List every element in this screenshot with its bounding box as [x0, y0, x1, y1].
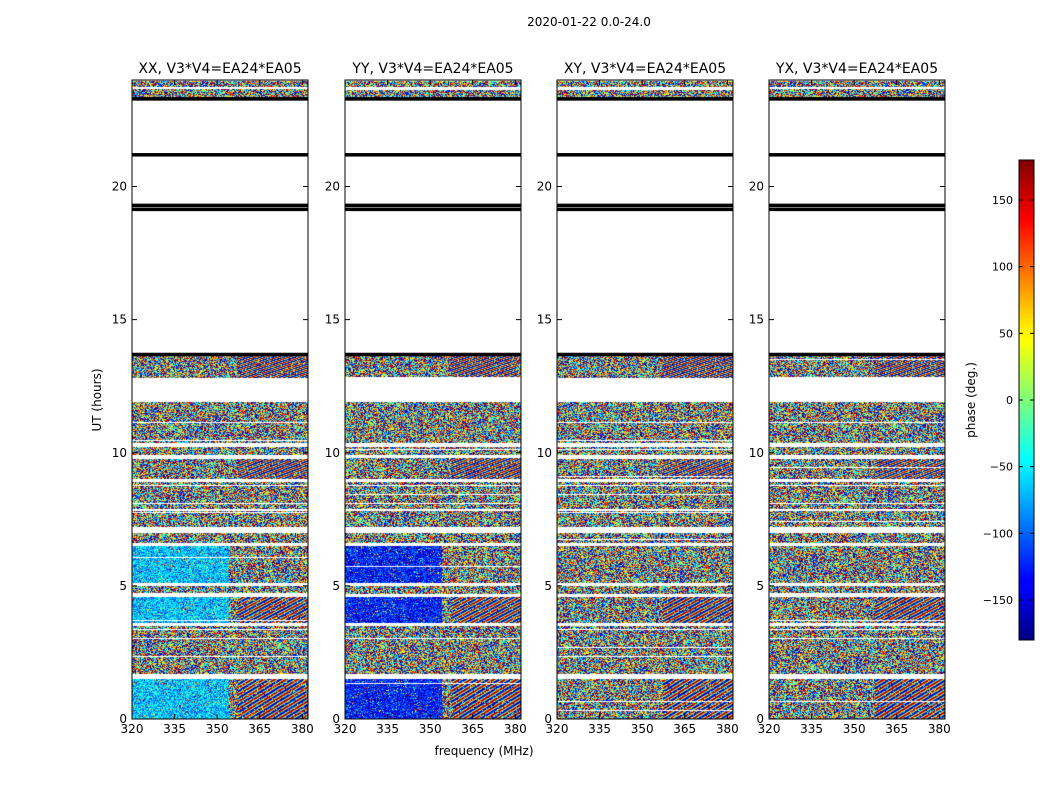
- flag-line: [769, 153, 945, 157]
- x-tick-label: 335: [163, 722, 186, 736]
- flag-line: [769, 207, 945, 212]
- panel-heatmap-yx: [769, 80, 945, 719]
- flag-line: [557, 153, 733, 157]
- x-axis-label: frequency (MHz): [434, 744, 533, 758]
- panel-frame-yx: [768, 79, 946, 720]
- panel-yx: YX, V3*V4=EA24*EA05 320 335 350 365 380 0 5 10 15…: [749, 61, 951, 736]
- panel-heatmap-yy: [345, 80, 521, 719]
- colorbar-tick-label: 50: [999, 327, 1013, 340]
- colorbar-tick-label: −50: [990, 461, 1013, 474]
- flag-line: [132, 97, 308, 101]
- panel-frame-yy: [344, 79, 522, 720]
- flag-line: [345, 203, 521, 208]
- colorbar-tick-label: 150: [992, 194, 1013, 207]
- x-tick-label: 335: [588, 722, 611, 736]
- y-tick-label: 0: [119, 712, 127, 726]
- panel-xy: XY, V3*V4=EA24*EA05 320 335 350 365 380 0 5 10 15…: [537, 61, 739, 736]
- y-tick-label: 15: [749, 313, 764, 327]
- y-tick-label: 5: [756, 579, 764, 593]
- panel-title-yx: YX, V3*V4=EA24*EA05: [775, 61, 938, 77]
- panel-heatmap-xx: [132, 80, 308, 719]
- x-tick-label: 365: [461, 722, 484, 736]
- x-tick-label: 350: [631, 722, 654, 736]
- panel-frame-xx: [131, 79, 309, 720]
- x-tick-label: 320: [334, 722, 357, 736]
- colorbar-tick-label: 0: [1006, 394, 1013, 407]
- suptitle: 2020-01-22 0.0-24.0: [527, 15, 651, 29]
- y-tick-label: 5: [332, 579, 340, 593]
- panel-title-xy: XY, V3*V4=EA24*EA05: [564, 61, 726, 77]
- y-tick-label: 15: [112, 313, 127, 327]
- panel-heatmap-xy: [557, 80, 733, 719]
- x-tick-label: 320: [758, 722, 781, 736]
- x-tick-label: 365: [248, 722, 271, 736]
- y-tick-label: 20: [325, 180, 340, 194]
- y-tick-label: 20: [749, 180, 764, 194]
- y-tick-label: 10: [112, 446, 127, 460]
- x-tick-label: 350: [206, 722, 229, 736]
- x-tick-label: 335: [800, 722, 823, 736]
- x-tick-label: 380: [291, 722, 314, 736]
- flag-line: [557, 203, 733, 208]
- y-tick-label: 10: [537, 446, 552, 460]
- y-tick-label: 0: [332, 712, 340, 726]
- y-tick-label: 0: [544, 712, 552, 726]
- flag-line: [132, 153, 308, 157]
- x-tick-label: 350: [419, 722, 442, 736]
- x-tick-label: 365: [885, 722, 908, 736]
- colorbar: 150 100 50 0 −50 −100 −150 phase (deg.): [964, 159, 1035, 641]
- panel-title-yy: YY, V3*V4=EA24*EA05: [351, 61, 513, 77]
- y-tick-label: 5: [544, 579, 552, 593]
- colorbar-ticks: 150 100 50 0 −50 −100 −150: [983, 194, 1034, 607]
- flag-line: [769, 352, 945, 357]
- flag-line: [557, 207, 733, 212]
- y-tick-label: 10: [325, 446, 340, 460]
- x-tick-label: 380: [716, 722, 739, 736]
- colorbar-tick-label: 100: [992, 261, 1013, 274]
- colorbar-label: phase (deg.): [964, 362, 978, 438]
- x-tick-label: 350: [843, 722, 866, 736]
- panel-frame-xy: [556, 79, 734, 720]
- y-tick-label: 5: [119, 579, 127, 593]
- flag-line: [769, 203, 945, 208]
- flag-line: [557, 352, 733, 357]
- y-axis-label: UT (hours): [90, 368, 104, 431]
- flag-line: [769, 97, 945, 101]
- y-tick-label: 10: [749, 446, 764, 460]
- flag-line: [345, 207, 521, 212]
- y-tick-label: 15: [325, 313, 340, 327]
- x-tick-label: 380: [928, 722, 951, 736]
- flag-line: [345, 352, 521, 357]
- panel-title-xx: XX, V3*V4=EA24*EA05: [138, 61, 301, 77]
- y-tick-label: 20: [112, 180, 127, 194]
- x-tick-label: 320: [546, 722, 569, 736]
- panels-group: XX, V3*V4=EA24*EA05 320 335 350 365 380 0 5 10 15…: [112, 61, 951, 736]
- x-tick-label: 320: [121, 722, 144, 736]
- colorbar-tick-label: −150: [983, 594, 1013, 607]
- y-tick-label: 0: [756, 712, 764, 726]
- flag-line: [132, 203, 308, 208]
- flag-line: [557, 97, 733, 101]
- y-tick-label: 15: [537, 313, 552, 327]
- panel-yy: YY, V3*V4=EA24*EA05 320 335 350 365 380 0 5 10 15…: [325, 61, 527, 736]
- x-tick-label: 335: [376, 722, 399, 736]
- flag-line: [132, 352, 308, 357]
- panel-xx: XX, V3*V4=EA24*EA05 320 335 350 365 380 0 5 10 15…: [112, 61, 314, 736]
- x-tick-label: 380: [504, 722, 527, 736]
- y-tick-label: 20: [537, 180, 552, 194]
- colorbar-tick-label: −100: [983, 527, 1013, 540]
- flag-line: [132, 207, 308, 212]
- x-tick-label: 365: [673, 722, 696, 736]
- flag-line: [345, 97, 521, 101]
- flag-line: [345, 153, 521, 157]
